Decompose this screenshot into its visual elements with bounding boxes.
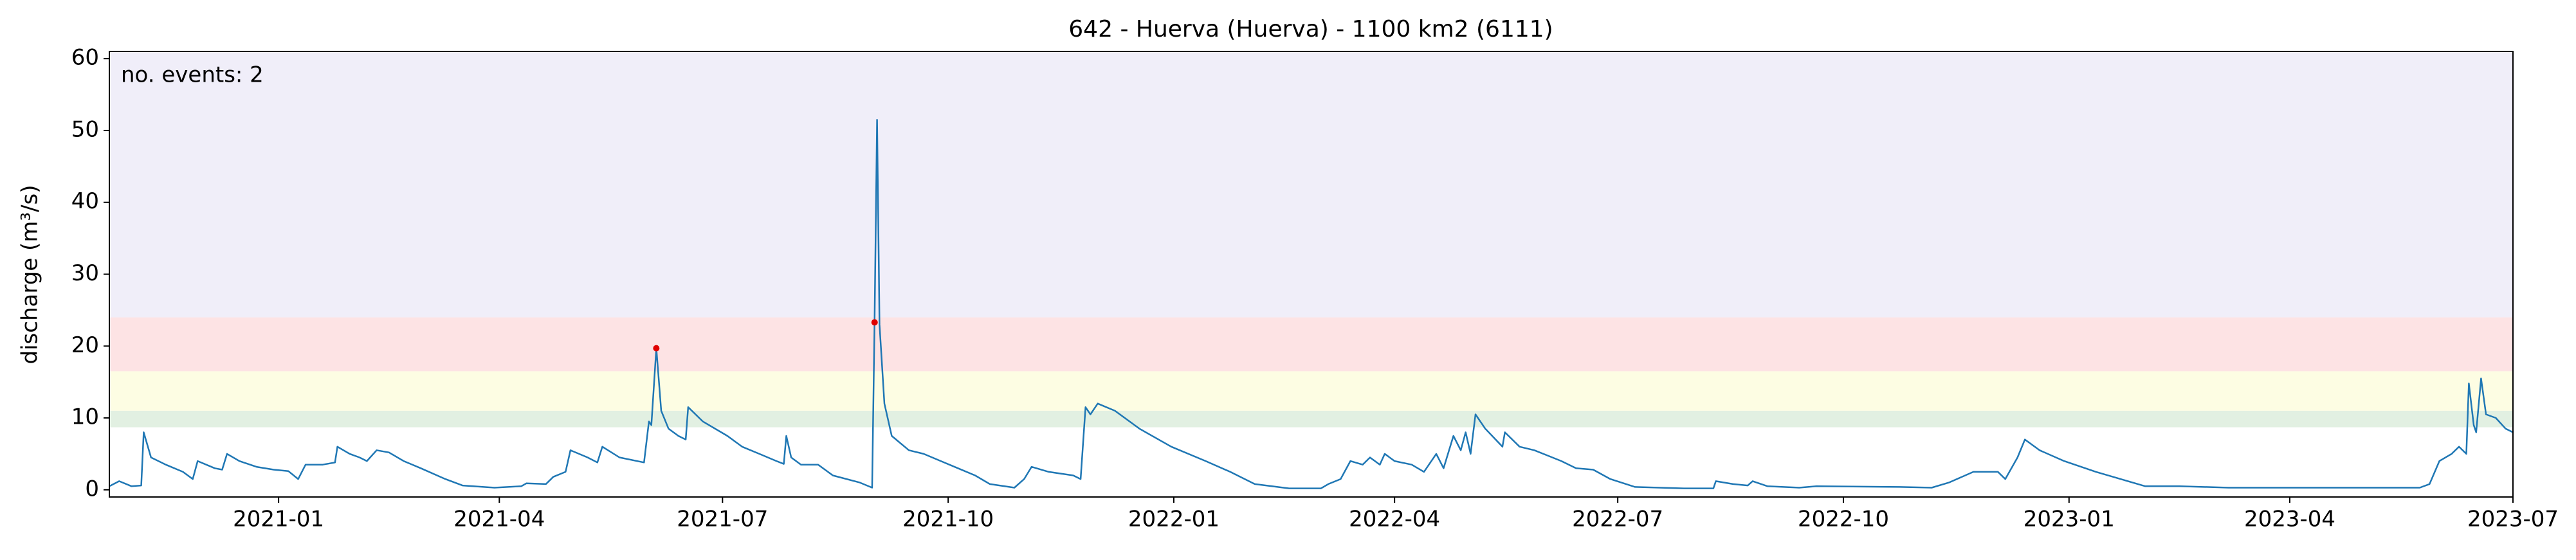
y-tick-label: 40 bbox=[71, 188, 99, 214]
threshold-bands bbox=[109, 51, 2513, 428]
y-tick-label: 60 bbox=[71, 45, 99, 71]
band bbox=[109, 410, 2513, 428]
plot-area bbox=[109, 118, 2514, 489]
series-line bbox=[109, 118, 2514, 489]
annotation: no. events: 2 bbox=[121, 62, 264, 88]
band bbox=[109, 371, 2513, 411]
x-tick-label: 2021-10 bbox=[902, 507, 994, 532]
x-tick-label: 2022-10 bbox=[1798, 507, 1889, 532]
chart-title: 642 - Huerva (Huerva) - 1100 km2 (6111) bbox=[1068, 16, 1553, 42]
y-tick-label: 0 bbox=[85, 476, 99, 501]
x-tick-label: 2023-01 bbox=[2023, 507, 2115, 532]
y-axis-label: discharge (m³/s) bbox=[17, 185, 43, 365]
x-tick-label: 2021-07 bbox=[677, 507, 768, 532]
x-tick-label: 2023-07 bbox=[2467, 507, 2559, 532]
x-tick-label: 2021-01 bbox=[233, 507, 324, 532]
x-tick-label: 2022-01 bbox=[1128, 507, 1219, 532]
event-marker bbox=[871, 319, 878, 326]
plot-frame bbox=[109, 51, 2514, 498]
x-tick-label: 2023-04 bbox=[2244, 507, 2335, 532]
y-tick-label: 50 bbox=[71, 116, 99, 142]
y-tick-label: 30 bbox=[71, 260, 99, 286]
x-tick-label: 2022-07 bbox=[1572, 507, 1663, 532]
x-tick-label: 2021-04 bbox=[453, 507, 545, 532]
y-tick-label: 10 bbox=[71, 404, 99, 430]
event-marker bbox=[653, 345, 660, 352]
band bbox=[109, 51, 2513, 318]
y-tick-label: 20 bbox=[71, 332, 99, 358]
x-tick-label: 2022-04 bbox=[1349, 507, 1440, 532]
band bbox=[109, 317, 2513, 372]
